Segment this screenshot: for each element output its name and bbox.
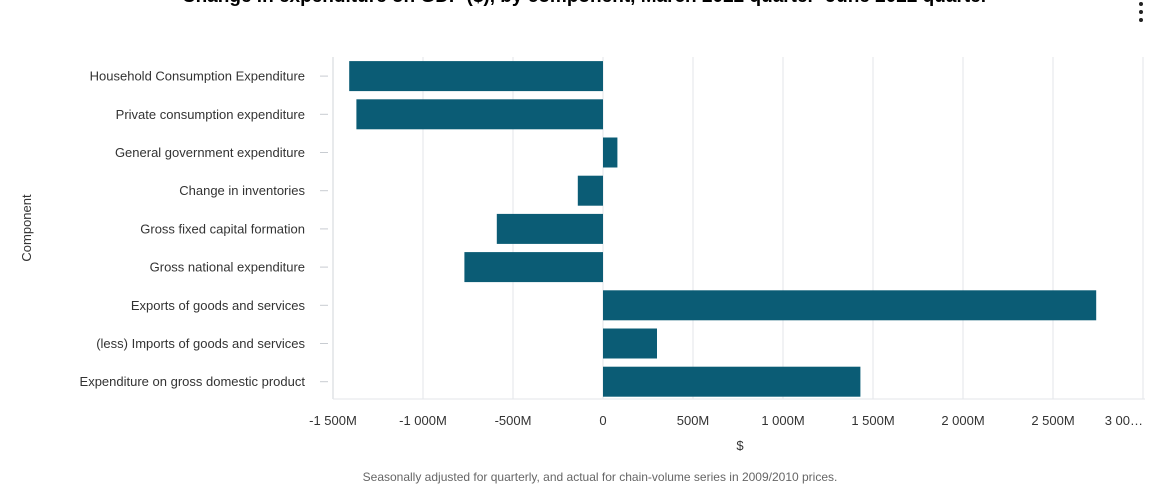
bar[interactable] xyxy=(603,328,657,359)
bar[interactable] xyxy=(464,252,603,283)
more-vertical-icon[interactable] xyxy=(1134,2,1148,24)
tick-label: -1 500M xyxy=(309,413,357,428)
bar[interactable] xyxy=(356,99,603,130)
category-label: General government expenditure xyxy=(115,145,305,160)
bar[interactable] xyxy=(603,366,861,397)
category-labels: Household Consumption Expenditure Private… xyxy=(80,69,328,389)
category-label: Gross national expenditure xyxy=(150,260,305,275)
tick-label: 500M xyxy=(677,413,710,428)
x-axis-title: $ xyxy=(736,438,744,453)
tick-label: 1 000M xyxy=(761,413,804,428)
category-label: Change in inventories xyxy=(179,183,305,198)
category-label: Household Consumption Expenditure xyxy=(90,69,305,84)
bar[interactable] xyxy=(349,61,603,92)
bar[interactable] xyxy=(603,290,1097,321)
category-label: Gross fixed capital formation xyxy=(140,221,305,236)
bar[interactable] xyxy=(577,175,603,206)
tick-label: 0 xyxy=(599,413,606,428)
tick-labels: -1 500M -1 000M -500M 0 500M 1 000M 1 500M 2 00… xyxy=(309,413,1143,428)
tick-label: 2 500M xyxy=(1031,413,1074,428)
tick-label: -500M xyxy=(495,413,532,428)
category-label: Expenditure on gross domestic product xyxy=(80,374,306,389)
category-label: Private consumption expenditure xyxy=(116,107,305,122)
bar[interactable] xyxy=(603,137,618,168)
footnote: Seasonally adjusted for quarterly, and a… xyxy=(362,470,838,484)
tick-label: -1 000M xyxy=(399,413,447,428)
category-label: Exports of goods and services xyxy=(131,298,306,313)
y-axis-title: Component xyxy=(19,194,34,262)
chart-title: Change in expenditure on GDP ($), by com… xyxy=(0,0,1170,8)
tick-label: 2 000M xyxy=(941,413,984,428)
bar[interactable] xyxy=(496,213,603,244)
tick-label: 1 500M xyxy=(851,413,894,428)
category-label: (less) Imports of goods and services xyxy=(96,336,305,351)
bars xyxy=(349,61,1097,397)
tick-label: 3 00… xyxy=(1105,413,1143,428)
